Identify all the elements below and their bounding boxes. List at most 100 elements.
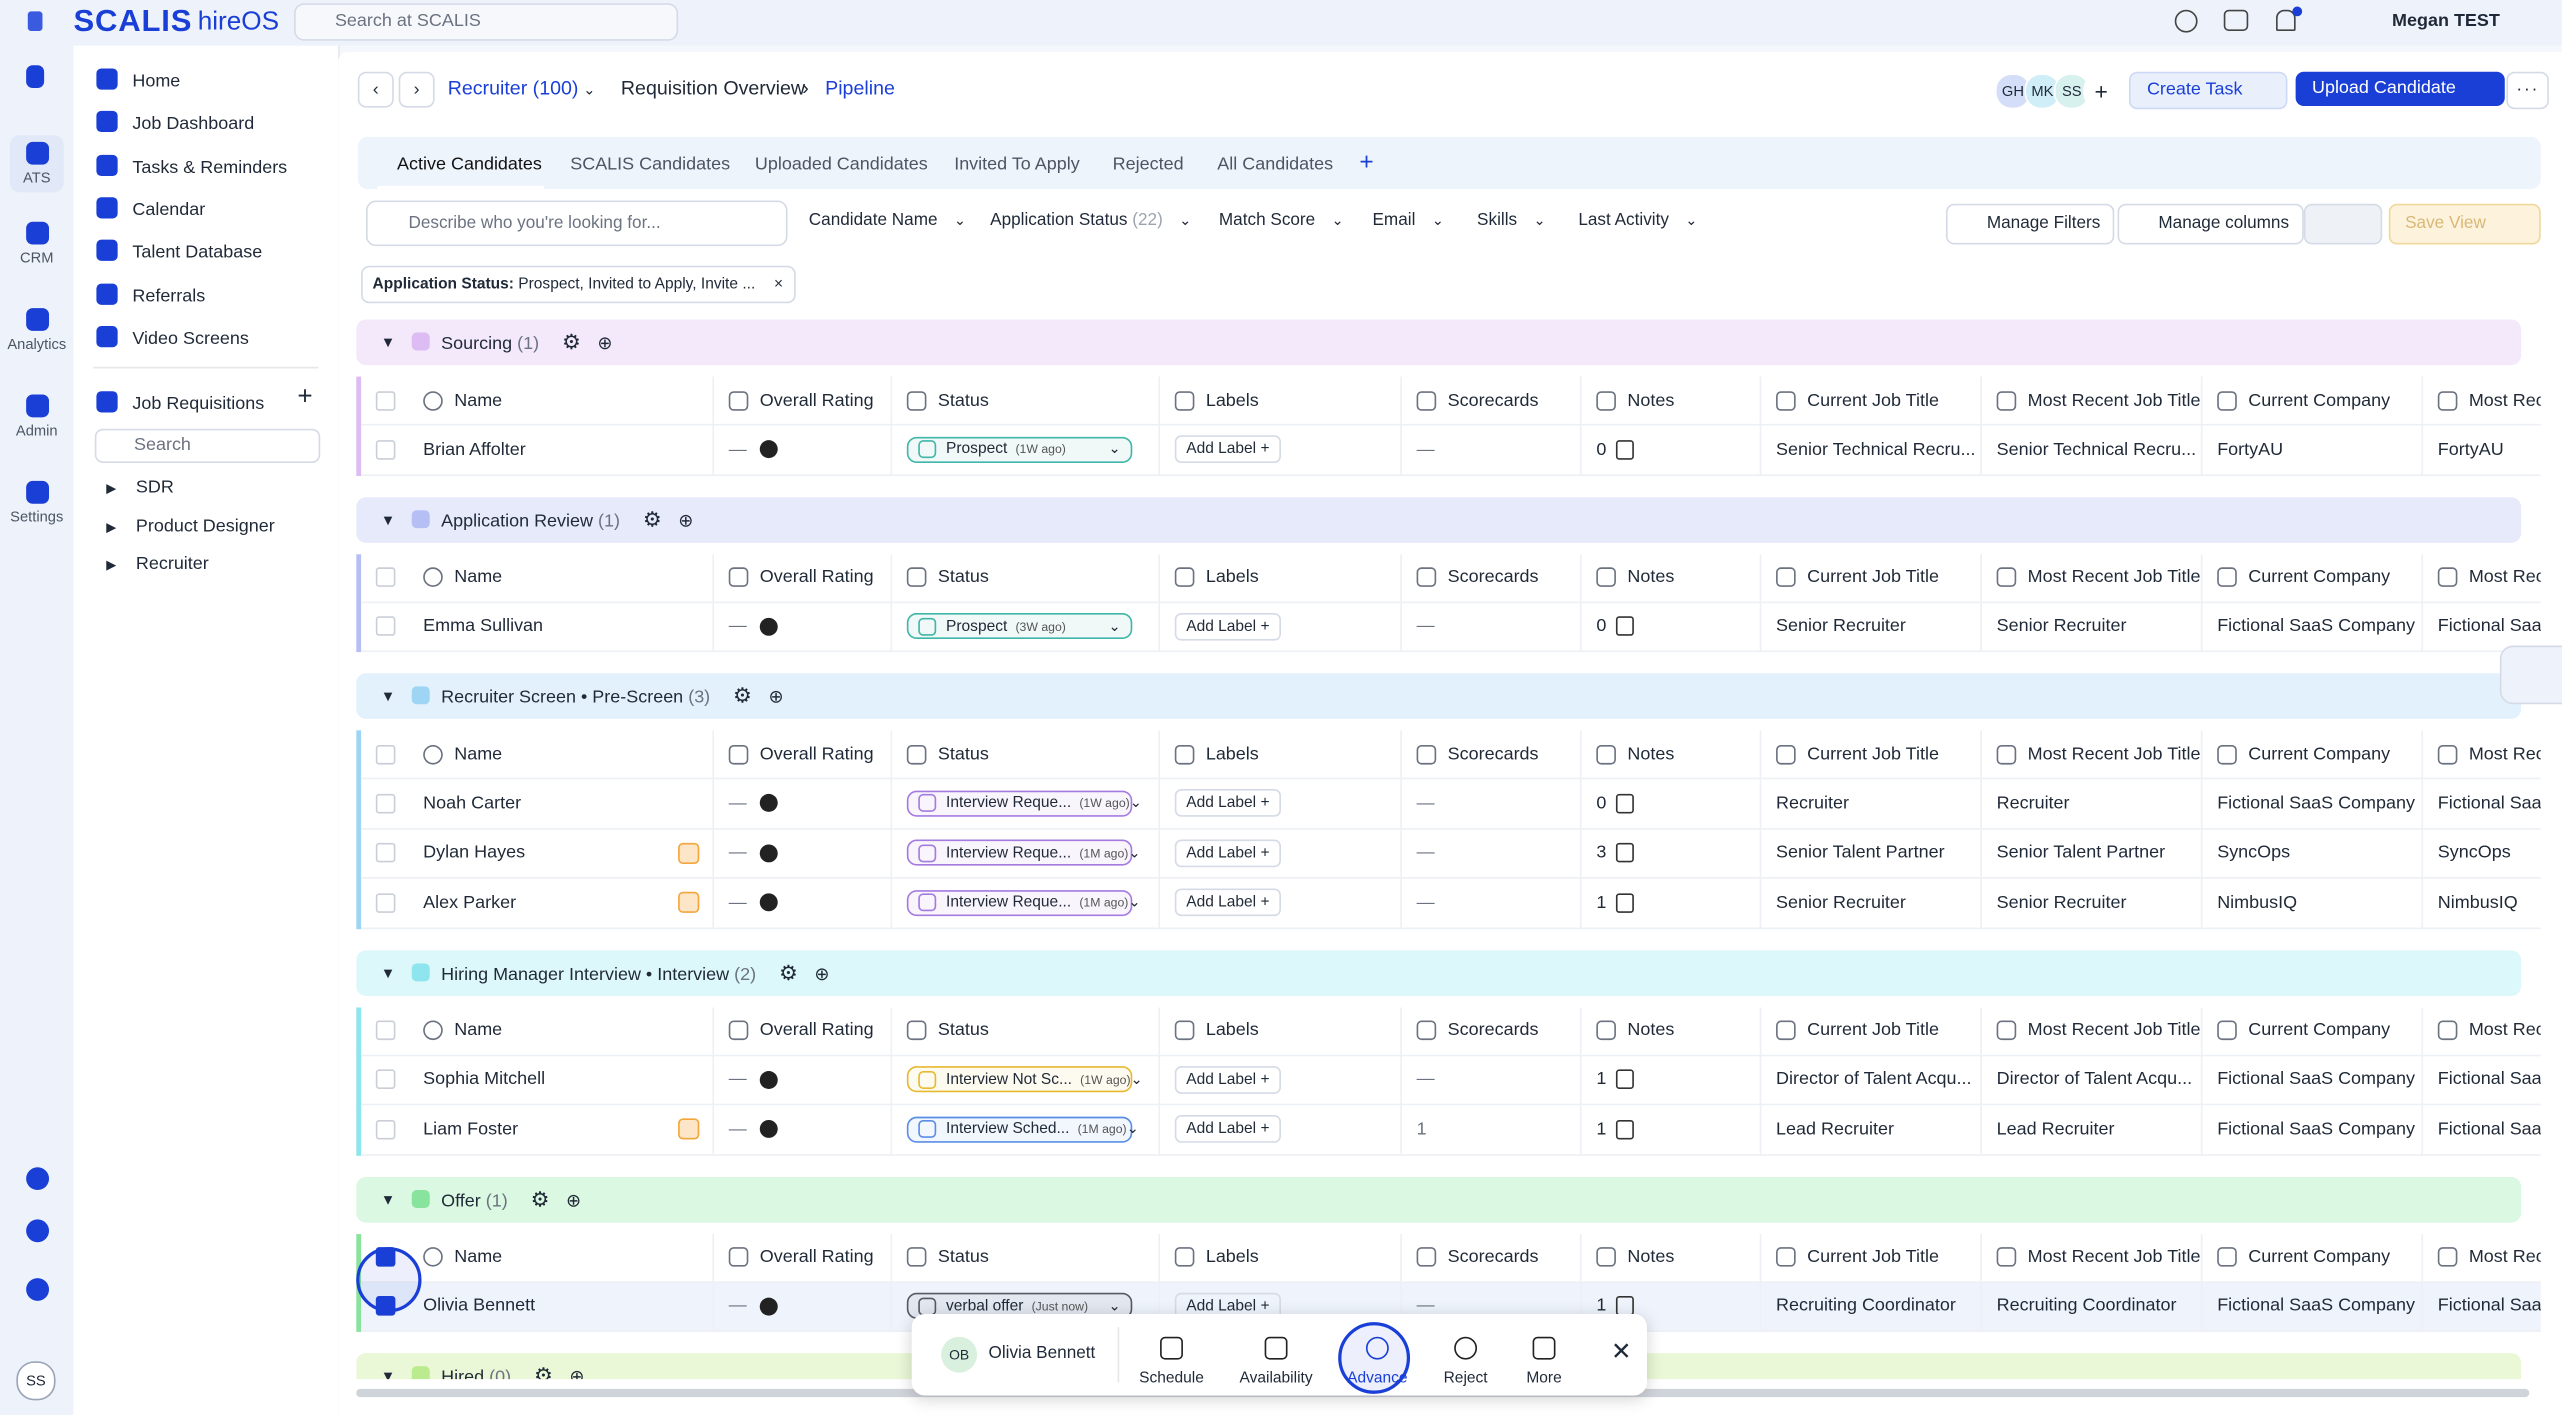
- header-cell[interactable]: Scorecards: [1402, 553, 1582, 601]
- header-cell[interactable]: Name: [408, 553, 715, 601]
- user-name[interactable]: Megan TEST: [2392, 11, 2500, 31]
- header-cell[interactable]: Status: [892, 376, 1161, 424]
- candidate-name[interactable]: Alex Parker: [423, 892, 517, 913]
- header-cell[interactable]: Current Company: [2202, 1233, 2424, 1281]
- stage-settings[interactable]: ⚙: [561, 329, 582, 354]
- nav-item[interactable]: Referrals: [96, 282, 205, 306]
- nav-item[interactable]: Tasks & Reminders: [96, 154, 287, 177]
- candidate-name[interactable]: Emma Sullivan: [423, 616, 544, 637]
- candidate-row[interactable]: Brian Affolter — Prospect (1W ago) ⌄ Add Labe…: [361, 425, 2541, 476]
- rail-action[interactable]: [26, 1219, 50, 1243]
- header-cell[interactable]: Scorecards: [1402, 376, 1582, 424]
- header-cell[interactable]: Status: [892, 1233, 1161, 1281]
- close-button[interactable]: ✕: [1611, 1338, 1632, 1367]
- add-member[interactable]: +: [2083, 73, 2120, 110]
- tab[interactable]: Rejected: [1112, 154, 1184, 175]
- add-label[interactable]: Add Label +: [1174, 1115, 1281, 1144]
- candidate-name[interactable]: Sophia Mitchell: [423, 1069, 546, 1090]
- header-cell[interactable]: Notes: [1582, 730, 1762, 778]
- header-cell[interactable]: Name: [408, 1233, 715, 1281]
- header-cell[interactable]: Current Company: [2202, 730, 2424, 778]
- candidate-name[interactable]: Dylan Hayes: [423, 843, 526, 863]
- header-cell[interactable]: Most Recent Job Title: [1982, 1006, 2203, 1054]
- tab[interactable]: Active Candidates: [397, 154, 542, 175]
- status-pill[interactable]: Interview Not Sc... (1W ago) ⌄: [906, 1066, 1143, 1093]
- header-cell[interactable]: Current Company: [2202, 1006, 2424, 1054]
- header-cell[interactable]: Labels: [1160, 1233, 1402, 1281]
- select-all[interactable]: [375, 1020, 396, 1041]
- upload-candidate[interactable]: Upload Candidate: [2295, 71, 2505, 106]
- row-checkbox[interactable]: [375, 1119, 396, 1140]
- team-avatar[interactable]: GH: [1994, 73, 2031, 110]
- stage-settings[interactable]: ⚙: [533, 1362, 554, 1380]
- global-search[interactable]: Search at SCALIS: [294, 3, 679, 41]
- stage-settings[interactable]: ⚙: [733, 683, 753, 708]
- add-label[interactable]: Add Label +: [1174, 789, 1281, 818]
- header-cell[interactable]: Most Recent Job Title: [1982, 1233, 2203, 1281]
- tab[interactable]: All Candidates: [1217, 154, 1334, 175]
- notes-icon[interactable]: [1616, 439, 1635, 460]
- candidate-row[interactable]: Sophia Mitchell — Interview Not Sc... (1W a…: [361, 1055, 2541, 1106]
- breadcrumb-item[interactable]: Requisition Overview: [620, 76, 806, 100]
- add-candidate[interactable]: ⊕: [569, 1367, 585, 1380]
- assistant-bubble[interactable]: [2499, 645, 2562, 705]
- header-cell[interactable]: Notes: [1582, 553, 1762, 601]
- rail-item[interactable]: ATS: [9, 135, 64, 193]
- filter-dropdown[interactable]: Match Score ⌄: [1219, 210, 1344, 230]
- row-checkbox[interactable]: [375, 793, 396, 814]
- notes-icon[interactable]: [1616, 1069, 1635, 1090]
- add-label[interactable]: Add Label +: [1174, 839, 1281, 867]
- create-task[interactable]: Create Task: [2128, 71, 2287, 110]
- action-button[interactable]: Availability: [1227, 1336, 1325, 1387]
- nav-item[interactable]: Talent Database: [96, 239, 262, 263]
- nav-item[interactable]: Home: [96, 68, 180, 91]
- requisition-search[interactable]: Search: [94, 428, 321, 463]
- row-checkbox[interactable]: [375, 439, 396, 460]
- rail-action[interactable]: [26, 1278, 50, 1301]
- header-cell[interactable]: Name: [408, 1006, 715, 1054]
- filter-dropdown[interactable]: Email ⌄: [1372, 210, 1444, 230]
- header-cell[interactable]: Overall Rating: [714, 1006, 893, 1054]
- header-cell[interactable]: Current Company: [2202, 376, 2424, 424]
- candidate-name[interactable]: Noah Carter: [423, 793, 522, 814]
- rail-item[interactable]: Analytics: [0, 308, 74, 352]
- header-cell[interactable]: Current Job Title: [1761, 730, 1982, 778]
- select-all[interactable]: [375, 567, 396, 587]
- header-cell[interactable]: Labels: [1160, 1006, 1402, 1054]
- header-cell[interactable]: Scorecards: [1402, 1006, 1582, 1054]
- stage-settings[interactable]: ⚙: [530, 1185, 550, 1211]
- header-cell[interactable]: Overall Rating: [714, 1233, 893, 1281]
- add-label[interactable]: Add Label +: [1174, 612, 1281, 641]
- add-candidate[interactable]: ⊕: [768, 687, 784, 708]
- filter-dropdown[interactable]: Last Activity ⌄: [1578, 210, 1697, 230]
- filter-dropdown[interactable]: Application Status (22) ⌄: [990, 210, 1191, 230]
- rail-item[interactable]: Admin: [0, 394, 74, 439]
- rail-item[interactable]: CRM: [0, 221, 74, 266]
- candidate-row[interactable]: Dylan Hayes — Interview Reque... (1M ago) ⌄ A…: [361, 828, 2541, 879]
- header-cell[interactable]: Most Recent Company: [2423, 730, 2541, 777]
- filter-dropdown[interactable]: Candidate Name ⌄: [809, 210, 966, 230]
- header-cell[interactable]: Most Recent Job Title: [1982, 553, 2203, 601]
- nav-item[interactable]: Video Screens: [96, 325, 249, 349]
- status-pill[interactable]: Interview Reque... (1W ago) ⌄: [906, 790, 1142, 817]
- nav-item[interactable]: Job Dashboard: [96, 111, 254, 134]
- list-view[interactable]: [2303, 203, 2383, 245]
- notes-icon[interactable]: [1616, 616, 1635, 637]
- row-checkbox[interactable]: [375, 892, 396, 913]
- tab[interactable]: Invited To Apply: [954, 154, 1080, 175]
- header-cell[interactable]: Status: [892, 1006, 1161, 1054]
- header-cell[interactable]: Scorecards: [1402, 730, 1582, 778]
- row-checkbox[interactable]: [375, 1069, 396, 1090]
- header-cell[interactable]: Current Job Title: [1761, 1006, 1982, 1054]
- back-button[interactable]: ‹: [357, 71, 394, 108]
- header-cell[interactable]: Current Company: [2202, 553, 2424, 601]
- status-pill[interactable]: Prospect (1W ago) ⌄: [906, 436, 1133, 463]
- user-avatar[interactable]: SS: [16, 1361, 56, 1401]
- header-cell[interactable]: Name: [408, 730, 715, 778]
- header-cell[interactable]: Labels: [1160, 376, 1402, 424]
- breadcrumb-item[interactable]: Recruiter (100): [447, 76, 579, 100]
- requisition[interactable]: ▶ SDR: [106, 478, 174, 498]
- header-cell[interactable]: Notes: [1582, 1233, 1762, 1281]
- header-cell[interactable]: Most Recent Job Title: [1982, 376, 2203, 424]
- filter-dropdown[interactable]: Skills ⌄: [1477, 210, 1546, 230]
